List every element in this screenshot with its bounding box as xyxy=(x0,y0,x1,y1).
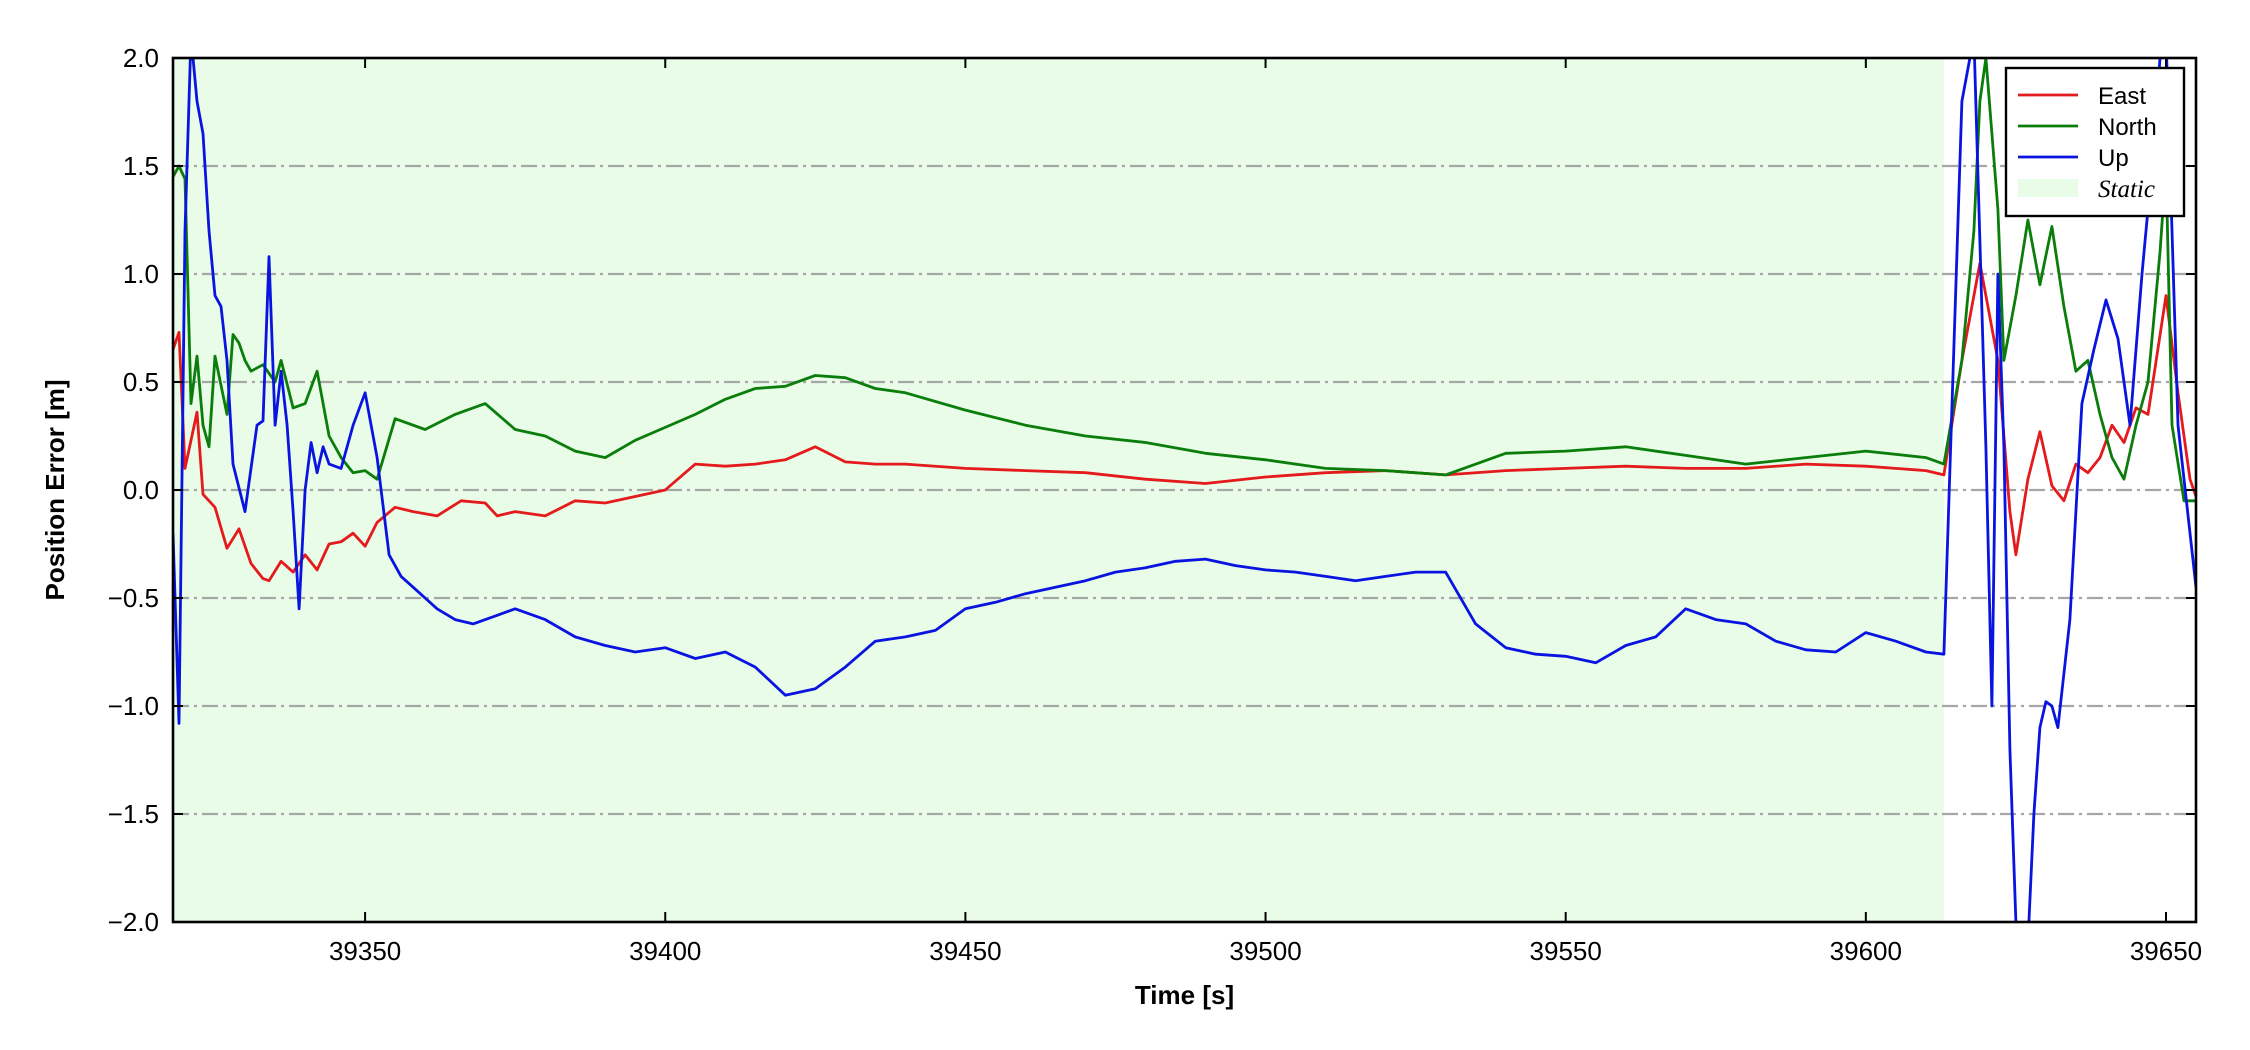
y-tick-label: −0.5 xyxy=(108,583,159,613)
legend: East North Up Static xyxy=(2004,66,2186,218)
x-tick-label: 39400 xyxy=(629,936,701,966)
series-line-east xyxy=(173,261,2196,583)
y-tick-label: 1.0 xyxy=(123,259,159,289)
y-tick-label: −2.0 xyxy=(108,907,159,937)
y-tick-label: 2.0 xyxy=(123,43,159,73)
series-line-up xyxy=(173,58,2196,922)
legend-label-static: Static xyxy=(2098,176,2155,203)
legend-label-east: East xyxy=(2098,83,2146,110)
legend-swatch-static xyxy=(2018,179,2078,197)
legend-label-north: North xyxy=(2098,114,2157,141)
y-tick-label: 1.5 xyxy=(123,151,159,181)
y-tick-label: 0.5 xyxy=(123,367,159,397)
series-line-north xyxy=(173,58,2196,503)
x-tick-label: 39600 xyxy=(1830,936,1902,966)
tick-layer: 39350 39400 39450 39500 39550 39600 39650 −2.0 −… xyxy=(108,43,2202,966)
x-tick-label: 39350 xyxy=(329,936,401,966)
x-tick-label: 39650 xyxy=(2130,936,2202,966)
y-tick-label: −1.0 xyxy=(108,691,159,721)
x-tick-label: 39500 xyxy=(1229,936,1301,966)
grid-layer xyxy=(173,164,2196,816)
x-axis-title: Time [s] xyxy=(1135,980,1234,1010)
y-axis-title: Position Error [m] xyxy=(40,379,70,600)
series-layer xyxy=(173,58,2196,922)
legend-label-up: Up xyxy=(2098,145,2129,172)
y-tick-label: −1.5 xyxy=(108,799,159,829)
x-tick-label: 39550 xyxy=(1530,936,1602,966)
y-tick-label: 0.0 xyxy=(123,475,159,505)
x-tick-label: 39450 xyxy=(929,936,1001,966)
